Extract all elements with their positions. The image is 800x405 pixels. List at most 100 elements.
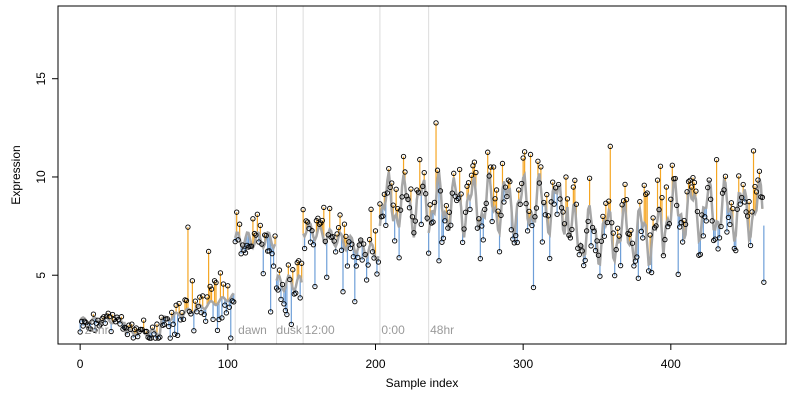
data-point bbox=[637, 198, 643, 205]
data-point bbox=[705, 185, 711, 191]
data-point bbox=[434, 167, 441, 173]
fitted-segment-4 bbox=[378, 171, 429, 238]
data-point bbox=[660, 252, 667, 259]
data-point bbox=[133, 325, 139, 331]
data-point bbox=[436, 258, 442, 264]
data-point bbox=[709, 218, 715, 224]
data-point bbox=[217, 270, 224, 276]
data-point bbox=[120, 326, 126, 332]
data-point bbox=[425, 250, 432, 256]
data-point bbox=[508, 227, 514, 233]
data-point bbox=[361, 241, 367, 247]
data-point bbox=[383, 222, 389, 228]
data-point bbox=[362, 251, 368, 258]
data-point bbox=[708, 196, 714, 202]
data-point bbox=[400, 153, 407, 160]
data-point bbox=[687, 177, 693, 184]
data-point bbox=[310, 242, 317, 248]
data-point bbox=[304, 219, 311, 225]
data-point bbox=[597, 273, 603, 279]
fitted-segment-3 bbox=[302, 220, 380, 263]
data-point bbox=[267, 309, 274, 315]
data-point bbox=[417, 156, 423, 163]
data-point bbox=[276, 267, 283, 273]
data-point bbox=[322, 238, 328, 245]
annotation-3: 12:00 bbox=[305, 323, 335, 337]
data-point bbox=[585, 218, 591, 225]
data-point bbox=[721, 187, 727, 193]
data-point bbox=[740, 181, 746, 188]
data-point bbox=[672, 175, 678, 182]
data-point bbox=[287, 276, 293, 283]
data-point bbox=[563, 174, 569, 180]
data-point bbox=[234, 209, 240, 215]
data-point bbox=[722, 173, 729, 179]
data-point bbox=[423, 191, 429, 197]
data-point bbox=[489, 218, 495, 225]
data-point bbox=[176, 300, 182, 307]
data-point bbox=[468, 172, 475, 178]
data-point bbox=[728, 200, 735, 206]
data-point bbox=[380, 213, 386, 219]
data-point bbox=[471, 159, 478, 165]
data-point bbox=[595, 252, 602, 258]
data-point bbox=[736, 173, 742, 179]
data-point bbox=[461, 226, 467, 232]
data-point bbox=[713, 156, 720, 163]
data-point bbox=[167, 335, 173, 341]
data-point bbox=[188, 311, 194, 317]
data-point bbox=[177, 317, 184, 323]
data-point bbox=[650, 215, 656, 221]
data-point bbox=[644, 190, 650, 196]
data-point bbox=[421, 170, 427, 176]
data-point bbox=[270, 263, 277, 269]
data-point bbox=[446, 209, 452, 215]
data-point bbox=[536, 180, 543, 186]
data-point bbox=[592, 247, 599, 254]
data-point bbox=[236, 221, 243, 227]
data-point bbox=[135, 333, 141, 340]
data-point bbox=[578, 243, 584, 249]
data-point bbox=[480, 237, 486, 243]
data-point bbox=[539, 239, 545, 245]
data-point bbox=[123, 325, 129, 331]
data-point bbox=[498, 212, 504, 219]
data-point bbox=[459, 239, 466, 246]
data-point bbox=[457, 166, 463, 173]
data-point bbox=[759, 194, 766, 200]
data-point bbox=[631, 263, 637, 269]
data-point bbox=[635, 275, 641, 281]
data-point bbox=[572, 177, 578, 183]
data-point bbox=[504, 193, 510, 200]
data-point bbox=[601, 233, 608, 239]
data-point bbox=[616, 233, 622, 239]
data-point bbox=[458, 191, 464, 197]
data-point bbox=[703, 218, 709, 224]
data-point bbox=[448, 222, 454, 228]
data-point bbox=[659, 195, 665, 201]
data-point bbox=[477, 256, 483, 262]
data-point bbox=[643, 191, 649, 198]
data-point bbox=[665, 223, 671, 230]
data-point bbox=[337, 212, 343, 218]
data-point bbox=[235, 237, 241, 243]
data-point bbox=[140, 317, 147, 323]
data-point bbox=[581, 262, 587, 269]
data-point bbox=[409, 214, 416, 220]
data-point bbox=[205, 248, 212, 255]
data-point bbox=[129, 321, 135, 327]
data-point bbox=[715, 246, 721, 252]
data-point bbox=[366, 236, 373, 243]
data-point bbox=[718, 223, 724, 230]
data-point bbox=[157, 334, 163, 340]
data-point bbox=[149, 324, 156, 330]
data-point bbox=[613, 246, 619, 253]
data-point bbox=[335, 224, 342, 231]
y-axis-title: Expression bbox=[9, 145, 23, 204]
data-point bbox=[161, 321, 167, 328]
data-point bbox=[352, 299, 358, 305]
data-point bbox=[174, 332, 181, 339]
data-point bbox=[474, 225, 481, 231]
data-point bbox=[654, 177, 661, 183]
data-point bbox=[191, 328, 197, 334]
